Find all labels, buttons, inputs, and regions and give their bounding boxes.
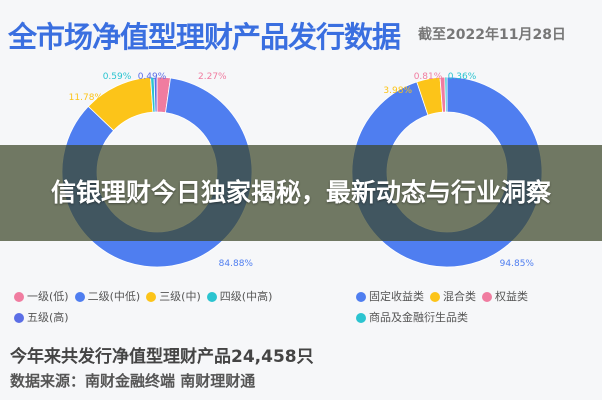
data-label: 0.59% [103, 72, 132, 82]
date-note: 截至2022年11月28日 [418, 27, 566, 43]
legend-product-type: 固定收益类 混合类 权益类商品及金融衍生品类 [356, 288, 556, 327]
legend-item: 权益类 [482, 288, 528, 306]
donut-slice [444, 76, 448, 113]
headline: 信银理财今日独家揭秘，最新动态与行业洞察 [50, 178, 551, 207]
data-label: 0.81% [414, 72, 443, 82]
legend-dot-icon [356, 292, 366, 302]
donut-slice [153, 76, 158, 113]
legend-dot-icon [482, 292, 492, 302]
legend-label: 三级(中) [159, 290, 201, 303]
legend-label: 五级(高) [27, 311, 69, 324]
legend-item: 商品及金融衍生品类 [356, 309, 468, 327]
legend-item: 五级(高) [14, 309, 69, 327]
legend-label: 混合类 [443, 290, 476, 303]
legend-dot-icon [74, 292, 85, 302]
legend-item: 二级(中低) [74, 288, 141, 306]
legend-label: 二级(中低) [87, 290, 141, 303]
source-text: 数据来源：南财金融终端 南财理财通 [10, 372, 256, 390]
legend-dot-icon [14, 313, 24, 323]
legend-dot-icon [356, 313, 366, 323]
legend-item: 一级(低) [14, 288, 69, 306]
data-label: 94.85% [500, 259, 535, 269]
data-label: 0.36% [448, 72, 477, 82]
legend-label: 四级(中高) [219, 290, 273, 303]
legend-dot-icon [14, 292, 24, 302]
legend-risk-level: 一级(低) 二级(中低) 三级(中) 四级(中高) 五级(高) [14, 288, 314, 327]
legend-item: 固定收益类 [356, 288, 424, 306]
legend-dot-icon [206, 292, 217, 302]
legend-label: 一级(低) [27, 290, 69, 303]
legend-label: 商品及金融衍生品类 [369, 311, 468, 324]
headline-banner: 信银理财今日独家揭秘，最新动态与行业洞察 [0, 145, 602, 241]
data-label: 3.98% [383, 86, 412, 96]
legend-dot-icon [430, 292, 440, 302]
legend-item: 三级(中) [146, 288, 201, 306]
page-title: 全市场净值型理财产品发行数据 [8, 20, 401, 54]
legend-item: 混合类 [430, 288, 476, 306]
data-label: 2.27% [198, 72, 227, 82]
legend-dot-icon [146, 292, 157, 302]
data-label: 11.78% [69, 93, 104, 103]
summary-text: 今年来共发行净值型理财产品24,458只 [10, 347, 314, 367]
data-label: 0.49% [138, 72, 167, 82]
legend-label: 权益类 [495, 290, 528, 303]
legend-item: 四级(中高) [206, 288, 273, 306]
legend-label: 固定收益类 [369, 290, 424, 303]
data-label: 84.88% [219, 259, 254, 269]
